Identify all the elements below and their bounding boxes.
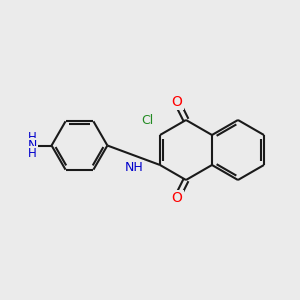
Text: Cl: Cl — [141, 113, 154, 127]
Text: O: O — [172, 191, 182, 205]
Text: O: O — [172, 95, 182, 109]
Text: NH: NH — [124, 161, 143, 174]
Text: H: H — [28, 147, 37, 161]
Text: H: H — [28, 130, 37, 144]
Text: N: N — [27, 139, 37, 152]
